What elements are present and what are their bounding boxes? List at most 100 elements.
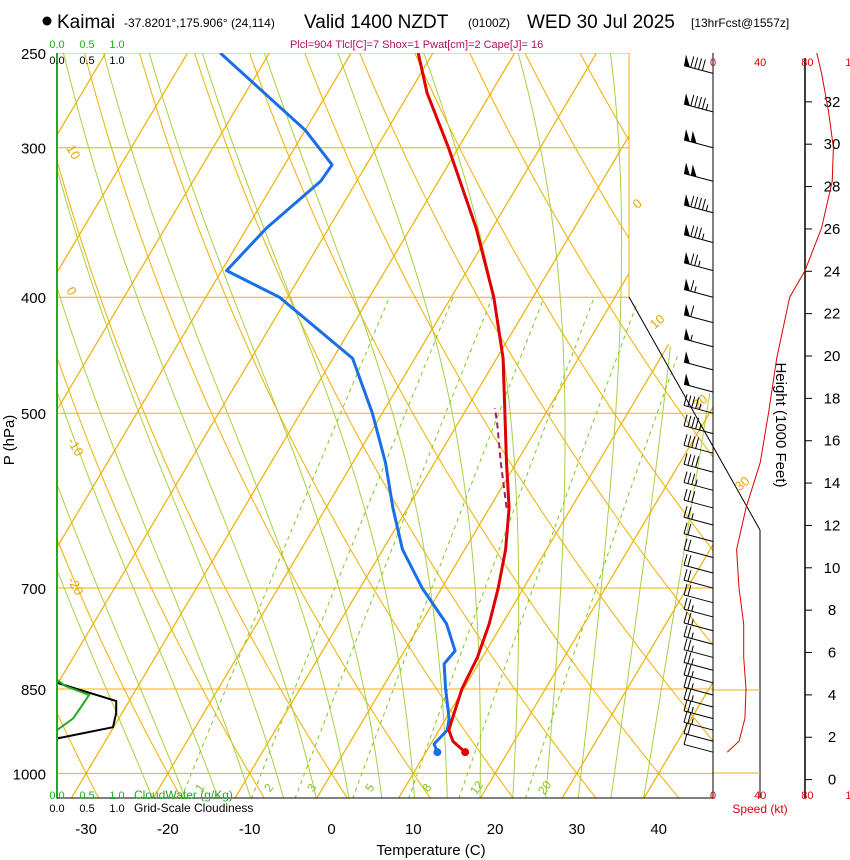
isotherm-label: -10: [64, 435, 86, 459]
isotherm: [57, 53, 283, 798]
barb-shaft: [683, 444, 714, 454]
barb-shaft: [683, 579, 714, 589]
x-axis-title: Temperature (C): [376, 842, 485, 859]
barb-full: [687, 712, 692, 724]
barb-half: [691, 695, 694, 702]
isotherm-label: 10: [63, 142, 83, 162]
barb-full: [687, 584, 692, 597]
wind-barb: [683, 434, 714, 454]
barb-full: [687, 612, 692, 625]
wind-barb: [683, 489, 714, 509]
barb-shaft: [683, 361, 714, 371]
barb-shaft: [683, 662, 714, 671]
cloudiness-tick-top: 0.0: [49, 55, 64, 67]
isotherm: [57, 53, 447, 798]
dry-adiabat: [57, 53, 100, 798]
x-tick-label: 10: [405, 821, 422, 838]
wind-barb: [683, 351, 714, 371]
x-tick-label: 0: [327, 821, 335, 838]
barb-full: [690, 94, 695, 107]
height-tick-label: 16: [824, 433, 841, 450]
barb-full: [690, 56, 695, 68]
cloudiness-tick-bottom: 1.0: [109, 803, 124, 815]
moist-adiabat: [195, 53, 416, 798]
isotherm: [561, 53, 713, 798]
barb-shaft: [683, 404, 714, 414]
barb-full: [690, 280, 695, 292]
dry-adiabat: [459, 53, 713, 798]
x-tick-label: -10: [239, 821, 261, 838]
barb-pennant: [684, 223, 690, 237]
barb-shaft: [683, 674, 714, 684]
speed-tick-top: 120: [845, 57, 850, 69]
height-tick-label: 12: [824, 517, 841, 534]
valid-time: Valid 1400 NZDT: [304, 12, 449, 33]
x-tick-label: -20: [157, 821, 179, 838]
barb-shaft: [683, 173, 714, 182]
barb-full: [687, 700, 692, 713]
barb-half: [691, 658, 694, 665]
wind-barb: [683, 128, 714, 149]
barb-shaft: [683, 686, 714, 696]
height-tick-label: 20: [824, 348, 841, 365]
x-tick-label: 30: [569, 821, 586, 838]
barb-full: [687, 639, 692, 651]
barb-full: [695, 437, 700, 449]
wind-speed-profile: [726, 52, 834, 753]
barb-full: [687, 454, 692, 466]
speed-tick-bottom: 120: [845, 790, 850, 802]
barb-full: [683, 538, 688, 550]
wind-barbs: [683, 53, 714, 798]
barb-full: [701, 59, 706, 71]
wind-barb: [683, 722, 714, 742]
barb-full: [698, 197, 702, 210]
cloudwater-label: CloudWater (g/Kg): [134, 788, 233, 802]
barb-shaft: [683, 314, 714, 324]
background-lines: [57, 53, 713, 798]
barb-full: [683, 414, 688, 426]
barb-full: [683, 625, 688, 637]
isotherm: [57, 53, 365, 798]
p-tick-label: 850: [21, 682, 46, 699]
p-tick-label: 700: [21, 581, 46, 598]
mixing-ratio-line: [458, 297, 640, 798]
station-dot: [42, 16, 52, 26]
barb-shaft: [683, 383, 714, 393]
barb-full: [683, 471, 688, 483]
barb-full: [687, 435, 692, 447]
barb-full: [698, 96, 702, 109]
barb-full: [690, 225, 695, 237]
moist-adiabat: [57, 53, 186, 798]
barb-shaft: [683, 533, 714, 542]
barb-full: [687, 555, 692, 567]
moist-adiabat: [643, 53, 713, 798]
barb-full: [691, 396, 696, 408]
barb-half: [691, 618, 694, 626]
cloudiness-tick-bottom: 0.5: [79, 803, 94, 815]
wind-barb: [683, 651, 714, 671]
barb-full: [687, 626, 692, 638]
dry-adiabat: [57, 53, 349, 798]
barb-full: [683, 663, 688, 676]
barb-full: [687, 507, 692, 519]
wind-barb: [683, 328, 714, 348]
barb-shaft: [683, 463, 714, 473]
wind-barb: [683, 54, 714, 74]
sounding-params: Plcl=904 Tlcl[C]=7 Shox=1 Pwat[cm]=2 Cap…: [290, 39, 543, 51]
barb-half: [691, 645, 694, 652]
height-tick-label: 18: [824, 390, 841, 407]
moist-adiabat: [577, 53, 623, 798]
wind-barb: [683, 394, 714, 414]
y-axis-title: P (hPa): [1, 415, 18, 466]
height-tick-label: 14: [824, 475, 841, 492]
p-tick-label: 400: [21, 290, 46, 307]
speed-axis-title: Speed (kt): [732, 802, 787, 816]
surface-dewpoint-dot: [433, 748, 442, 757]
utc-time: (0100Z): [468, 16, 510, 30]
height-tick-label: 26: [824, 221, 841, 238]
barb-shaft: [683, 482, 714, 491]
isotherm: [315, 53, 713, 798]
wind-barb: [683, 223, 714, 243]
wind-barb: [683, 414, 714, 435]
